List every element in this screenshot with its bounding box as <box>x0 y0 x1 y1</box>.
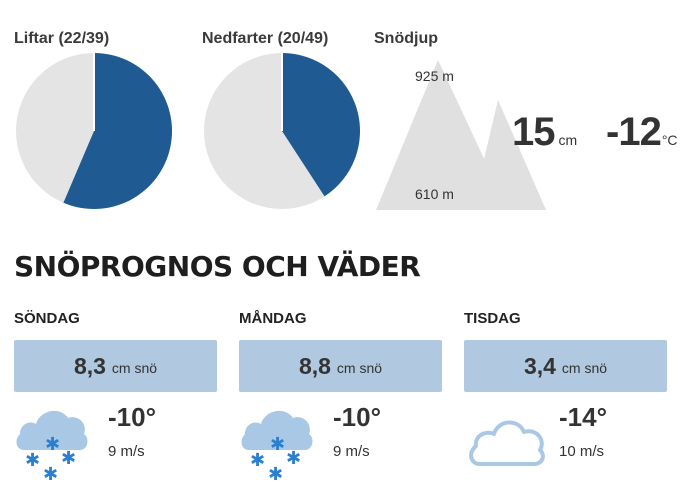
forecast-section-title: SNÖPROGNOS OCH VÄDER <box>14 250 421 283</box>
lifts-pie-chart <box>16 53 172 209</box>
snowfall-box: 8,3 cm snö <box>14 340 217 392</box>
wind-speed: 9 m/s <box>333 443 370 460</box>
snowfall-value: 3,4 <box>523 352 556 379</box>
runs-pie-open-slice <box>282 53 360 197</box>
lifts-title: Liftar (22/39) <box>14 30 110 47</box>
snow-depth-title: Snödjup <box>374 30 438 47</box>
svg-text:✱: ✱ <box>270 434 285 455</box>
top-elevation-label: 925 m <box>415 68 454 84</box>
temperature: -14° <box>559 402 607 432</box>
wind-speed: 9 m/s <box>108 443 145 460</box>
day-name: TISDAG <box>464 310 521 327</box>
svg-text:✱: ✱ <box>43 464 58 482</box>
snowfall-box: 3,4 cm snö <box>464 340 667 392</box>
snowfall-value: 8,8 <box>298 352 331 379</box>
snow-depth-value: 15 cm <box>512 110 577 155</box>
temperature-unit: °C <box>661 132 678 148</box>
runs-pie-chart <box>204 53 360 209</box>
snowfall-unit: cm snö <box>561 359 608 376</box>
day-name: SÖNDAG <box>14 310 80 327</box>
temperature: -10° <box>108 402 156 432</box>
cloud-icon <box>469 420 545 466</box>
wind-speed: 10 m/s <box>559 443 605 460</box>
snow-depth-unit: cm <box>558 132 578 148</box>
svg-text:✱: ✱ <box>250 450 265 471</box>
snowfall-unit: cm snö <box>336 359 383 376</box>
svg-text:✱: ✱ <box>286 448 301 469</box>
snowfall-box: 8,8 cm snö <box>239 340 442 392</box>
svg-text:✱: ✱ <box>268 464 283 482</box>
snow-cloud-icon: ✱ ✱ ✱ ✱ <box>241 410 313 482</box>
mountain-icon <box>376 60 546 210</box>
day-name: MÅNDAG <box>239 310 307 327</box>
temperature: -10° <box>333 402 381 432</box>
snow-cloud-icon: ✱ ✱ ✱ ✱ <box>16 410 88 482</box>
snowfall-value: 8,3 <box>73 352 106 379</box>
snowfall-unit: cm snö <box>111 359 158 376</box>
svg-text:✱: ✱ <box>61 448 76 469</box>
temperature-value: -12 °C <box>606 110 678 155</box>
temperature-number: -12 <box>606 110 662 154</box>
lifts-pie-open-slice <box>63 53 172 209</box>
base-elevation-label: 610 m <box>415 186 454 202</box>
svg-text:✱: ✱ <box>45 434 60 455</box>
svg-text:✱: ✱ <box>25 450 40 471</box>
snow-depth-number: 15 <box>512 110 555 154</box>
runs-title: Nedfarter (20/49) <box>202 30 329 47</box>
